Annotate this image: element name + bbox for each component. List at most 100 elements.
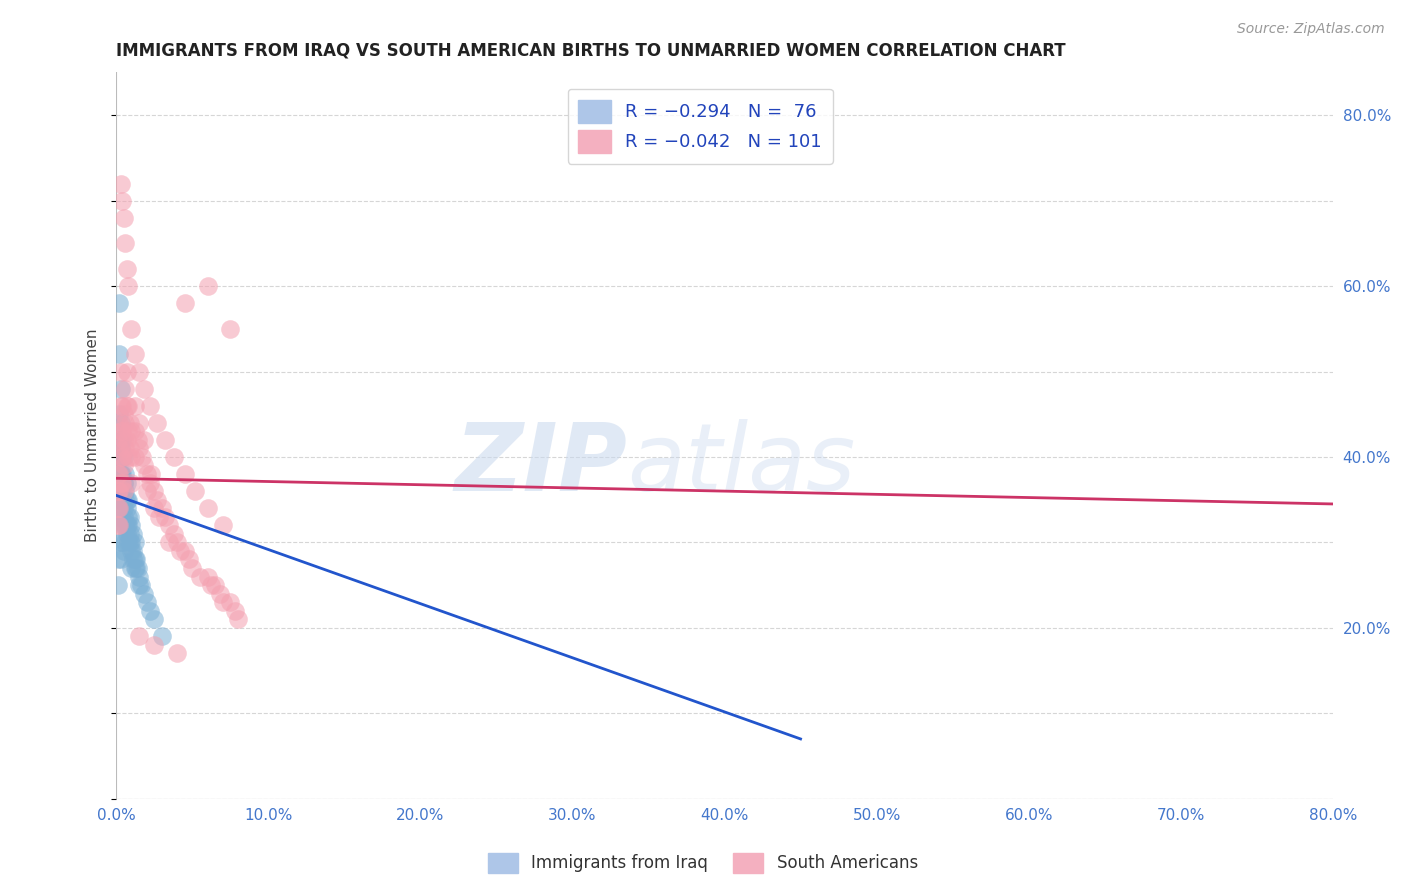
Point	[115, 518, 138, 533]
Point	[143, 638, 166, 652]
Point	[108, 442, 131, 456]
Point	[111, 475, 134, 490]
Point	[111, 535, 134, 549]
Point	[197, 279, 219, 293]
Point	[128, 569, 150, 583]
Point	[181, 561, 204, 575]
Text: atlas: atlas	[627, 419, 855, 510]
Point	[226, 612, 249, 626]
Y-axis label: Births to Unmarried Women: Births to Unmarried Women	[86, 329, 100, 542]
Point	[166, 535, 188, 549]
Point	[121, 535, 143, 549]
Point	[128, 578, 150, 592]
Point	[107, 433, 129, 447]
Point	[108, 416, 131, 430]
Point	[121, 322, 143, 336]
Point	[121, 544, 143, 558]
Point	[208, 587, 231, 601]
Point	[110, 416, 132, 430]
Point	[117, 450, 139, 464]
Point	[112, 433, 135, 447]
Point	[138, 475, 160, 490]
Point	[132, 382, 155, 396]
Point	[132, 433, 155, 447]
Point	[107, 484, 129, 499]
Point	[146, 416, 169, 430]
Point	[125, 552, 148, 566]
Point	[117, 518, 139, 533]
Point	[121, 518, 143, 533]
Point	[112, 475, 135, 490]
Point	[159, 518, 181, 533]
Point	[146, 492, 169, 507]
Point	[114, 492, 136, 507]
Point	[108, 484, 131, 499]
Point	[111, 399, 134, 413]
Point	[159, 535, 181, 549]
Point	[108, 501, 131, 516]
Point	[118, 526, 141, 541]
Point	[108, 484, 131, 499]
Point	[204, 578, 226, 592]
Point	[118, 416, 141, 430]
Point	[124, 552, 146, 566]
Point	[121, 561, 143, 575]
Point	[118, 442, 141, 456]
Point	[115, 399, 138, 413]
Point	[124, 399, 146, 413]
Point	[108, 450, 131, 464]
Point	[108, 407, 131, 421]
Point	[115, 262, 138, 277]
Point	[131, 450, 153, 464]
Point	[179, 552, 201, 566]
Point	[118, 535, 141, 549]
Point	[117, 509, 139, 524]
Point	[148, 509, 170, 524]
Point	[173, 296, 195, 310]
Point	[117, 535, 139, 549]
Point	[163, 526, 186, 541]
Point	[197, 501, 219, 516]
Point	[121, 450, 143, 464]
Point	[125, 561, 148, 575]
Point	[117, 399, 139, 413]
Point	[117, 279, 139, 293]
Point	[108, 433, 131, 447]
Point	[111, 475, 134, 490]
Point	[117, 425, 139, 439]
Point	[108, 347, 131, 361]
Point	[111, 492, 134, 507]
Point	[153, 509, 176, 524]
Point	[219, 595, 242, 609]
Point	[124, 450, 146, 464]
Point	[124, 347, 146, 361]
Point	[108, 492, 131, 507]
Point	[114, 382, 136, 396]
Point	[111, 492, 134, 507]
Point	[110, 450, 132, 464]
Point	[138, 399, 160, 413]
Point	[173, 467, 195, 481]
Point	[108, 296, 131, 310]
Text: IMMIGRANTS FROM IRAQ VS SOUTH AMERICAN BIRTHS TO UNMARRIED WOMEN CORRELATION CHA: IMMIGRANTS FROM IRAQ VS SOUTH AMERICAN B…	[117, 42, 1066, 60]
Point	[108, 518, 131, 533]
Point	[128, 416, 150, 430]
Text: ZIP: ZIP	[454, 418, 627, 510]
Point	[110, 382, 132, 396]
Point	[166, 647, 188, 661]
Point	[128, 442, 150, 456]
Point	[115, 364, 138, 378]
Point	[135, 595, 157, 609]
Point	[114, 442, 136, 456]
Point	[115, 492, 138, 507]
Point	[128, 364, 150, 378]
Point	[108, 467, 131, 481]
Point	[132, 458, 155, 473]
Point	[118, 509, 141, 524]
Point	[107, 509, 129, 524]
Text: Source: ZipAtlas.com: Source: ZipAtlas.com	[1237, 22, 1385, 37]
Point	[200, 578, 222, 592]
Point	[163, 450, 186, 464]
Point	[107, 552, 129, 566]
Point	[110, 467, 132, 481]
